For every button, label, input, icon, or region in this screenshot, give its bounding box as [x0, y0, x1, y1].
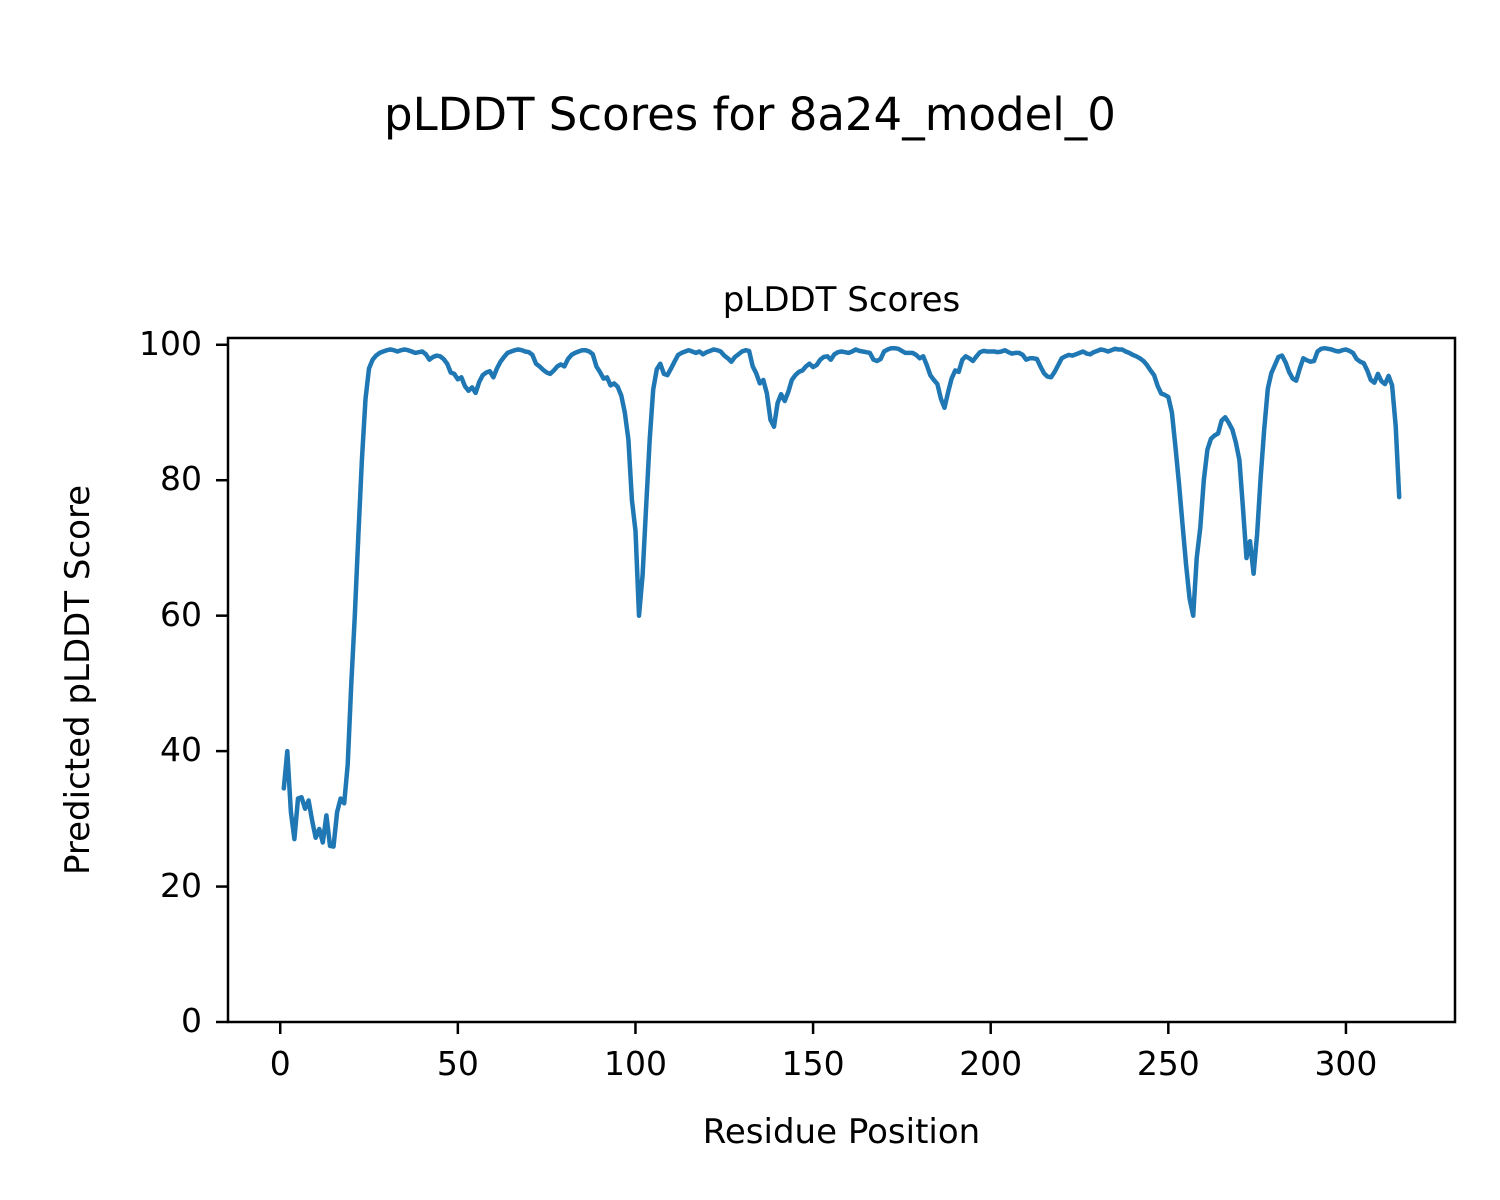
x-tick-label: 50 — [436, 1044, 479, 1083]
x-tick-label: 200 — [959, 1044, 1023, 1083]
x-tick-label: 0 — [269, 1044, 291, 1083]
y-tick-label: 40 — [160, 730, 202, 770]
y-axis-label: Predicted pLDDT Score — [58, 484, 98, 875]
x-tick-label: 100 — [603, 1044, 667, 1083]
x-tick-label: 150 — [781, 1044, 845, 1083]
x-tick-label: 250 — [1136, 1044, 1200, 1083]
x-axis-label: Residue Position — [702, 1112, 981, 1152]
y-tick-label: 100 — [139, 323, 202, 363]
y-tick-label: 20 — [160, 865, 202, 905]
y-tick-label: 0 — [181, 1001, 202, 1040]
y-tick-label: 60 — [160, 594, 202, 634]
axes-spines — [226, 336, 1457, 1024]
figure-title: pLDDT Scores for 8a24_model_0 — [384, 88, 1116, 141]
plddt-line — [281, 345, 1402, 849]
y-tick-label: 80 — [160, 459, 202, 499]
x-tick-label: 300 — [1314, 1044, 1378, 1083]
axes-title: pLDDT Scores — [722, 280, 961, 320]
